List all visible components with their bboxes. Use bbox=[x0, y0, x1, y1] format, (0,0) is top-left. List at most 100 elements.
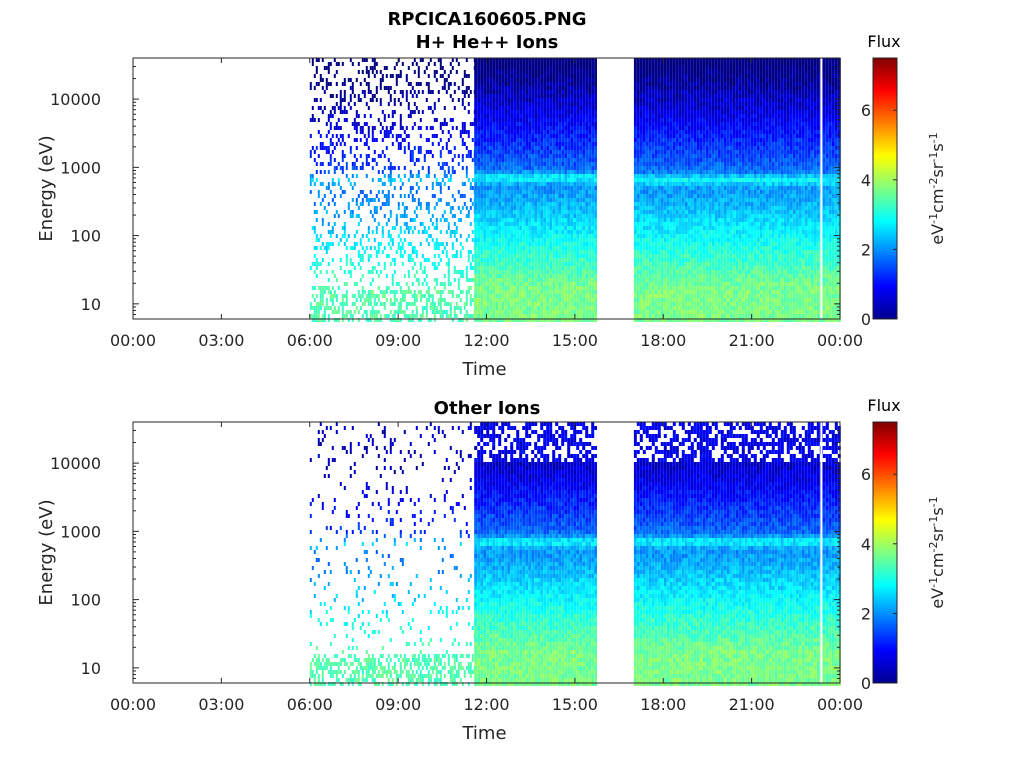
spectrogram-cell bbox=[555, 70, 559, 74]
spectrogram-cell bbox=[343, 82, 346, 86]
spectrogram-cell bbox=[648, 166, 652, 170]
spectrogram-cell bbox=[457, 86, 460, 90]
spectrogram-cell bbox=[331, 198, 334, 202]
spectrogram-cell bbox=[573, 62, 577, 66]
spectrogram-cell bbox=[486, 282, 490, 286]
spectrogram-cell bbox=[555, 194, 559, 198]
spectrogram-cell bbox=[309, 154, 312, 158]
spectrogram-cell bbox=[486, 262, 490, 266]
spectrogram-cell bbox=[564, 162, 568, 166]
spectrogram-cell bbox=[531, 178, 535, 182]
spectrogram-cell bbox=[501, 290, 505, 294]
spectrogram-cell bbox=[573, 178, 577, 182]
spectrogram-cell bbox=[480, 86, 484, 90]
spectrogram-cell bbox=[567, 210, 571, 214]
spectrogram-cell bbox=[421, 314, 424, 318]
spectrogram-cell bbox=[445, 254, 448, 258]
spectrogram-cell bbox=[633, 198, 637, 202]
spectrogram-cell bbox=[546, 130, 550, 134]
spectrogram-cell bbox=[507, 250, 511, 254]
spectrogram-cell bbox=[585, 158, 589, 162]
spectrogram-cell bbox=[588, 194, 592, 198]
spectrogram-cell bbox=[558, 242, 562, 246]
spectrogram-cell bbox=[413, 210, 416, 214]
spectrogram-cell bbox=[516, 86, 520, 90]
spectrogram-cell bbox=[492, 58, 496, 62]
spectrogram-cell bbox=[477, 254, 481, 258]
spectrogram-cell bbox=[522, 250, 526, 254]
spectrogram-cell bbox=[522, 138, 526, 142]
spectrogram-cell bbox=[486, 202, 490, 206]
spectrogram-cell bbox=[419, 206, 422, 210]
spectrogram-cell bbox=[519, 282, 523, 286]
spectrogram-cell bbox=[403, 222, 406, 226]
spectrogram-cell bbox=[480, 162, 484, 166]
spectrogram-cell bbox=[537, 158, 541, 162]
spectrogram-cell bbox=[540, 102, 544, 106]
spectrogram-cell bbox=[423, 306, 426, 310]
spectrogram-cell bbox=[469, 222, 472, 226]
spectrogram-cell bbox=[427, 86, 430, 90]
spectrogram-cell bbox=[639, 102, 643, 106]
spectrogram-cell bbox=[519, 154, 523, 158]
spectrogram-cell bbox=[564, 66, 568, 70]
spectrogram-cell bbox=[486, 182, 490, 186]
spectrogram-cell bbox=[459, 298, 462, 302]
spectrogram-cell bbox=[381, 150, 384, 154]
spectrogram-cell bbox=[558, 286, 562, 290]
spectrogram-cell bbox=[501, 114, 505, 118]
spectrogram-cell bbox=[486, 142, 490, 146]
spectrogram-cell bbox=[365, 318, 368, 322]
spectrogram-cell bbox=[483, 118, 487, 122]
spectrogram-cell bbox=[534, 278, 538, 282]
spectrogram-cell bbox=[660, 250, 664, 254]
spectrogram-cell bbox=[537, 162, 541, 166]
spectrogram-cell bbox=[504, 262, 508, 266]
spectrogram-cell bbox=[495, 282, 499, 286]
spectrogram-cell bbox=[315, 70, 318, 74]
spectrogram-cell bbox=[516, 134, 520, 138]
spectrogram-cell bbox=[449, 62, 452, 66]
spectrogram-cell bbox=[489, 226, 493, 230]
spectrogram-cell bbox=[645, 226, 649, 230]
spectrogram-cell bbox=[507, 154, 511, 158]
spectrogram-cell bbox=[645, 258, 649, 262]
spectrogram-cell bbox=[648, 82, 652, 86]
spectrogram-cell bbox=[573, 238, 577, 242]
spectrogram-cell bbox=[570, 290, 574, 294]
spectrogram-cell bbox=[642, 298, 646, 302]
spectrogram-cell bbox=[633, 270, 637, 274]
spectrogram-cell bbox=[543, 198, 547, 202]
spectrogram-cell bbox=[397, 174, 400, 178]
spectrogram-cell bbox=[483, 70, 487, 74]
spectrogram-cell bbox=[645, 122, 649, 126]
spectrogram-cell bbox=[405, 126, 408, 130]
spectrogram-cell bbox=[439, 242, 442, 246]
spectrogram-cell bbox=[415, 174, 418, 178]
spectrogram-cell bbox=[579, 214, 583, 218]
spectrogram-cell bbox=[385, 286, 388, 290]
spectrogram-cell bbox=[633, 282, 637, 286]
spectrogram-cell bbox=[570, 166, 574, 170]
spectrogram-cell bbox=[660, 166, 664, 170]
spectrogram-cell bbox=[663, 254, 667, 258]
spectrogram-cell bbox=[457, 218, 460, 222]
spectrogram-cell bbox=[501, 82, 505, 86]
spectrogram-cell bbox=[528, 94, 532, 98]
spectrogram-cell bbox=[361, 198, 364, 202]
spectrogram-cell bbox=[429, 294, 432, 298]
spectrogram-cell bbox=[498, 78, 502, 82]
spectrogram-cell bbox=[528, 170, 532, 174]
spectrogram-cell bbox=[423, 230, 426, 234]
spectrogram-cell bbox=[367, 318, 370, 322]
spectrogram-cell bbox=[333, 182, 336, 186]
spectrogram-cell bbox=[660, 282, 664, 286]
spectrogram-cell bbox=[437, 142, 440, 146]
spectrogram-cell bbox=[504, 82, 508, 86]
spectrogram-cell bbox=[480, 106, 484, 110]
spectrogram-cell bbox=[492, 90, 496, 94]
spectrogram-cell bbox=[401, 182, 404, 186]
spectrogram-cell bbox=[573, 262, 577, 266]
spectrogram-cell bbox=[453, 106, 456, 110]
spectrogram-cell bbox=[528, 254, 532, 258]
